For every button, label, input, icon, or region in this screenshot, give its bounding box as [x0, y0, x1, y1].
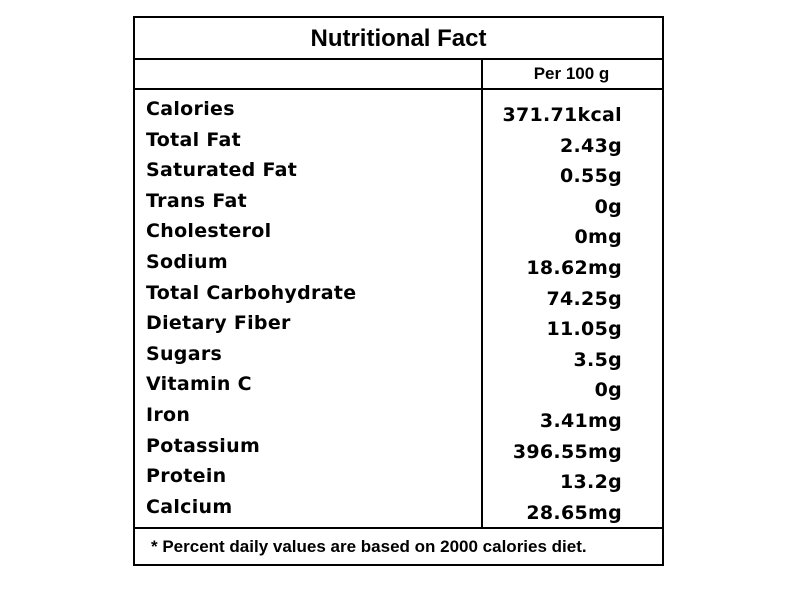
nutrient-name: Sodium [146, 250, 228, 273]
label-title: Nutritional Fact [135, 18, 662, 60]
nutrient-name: Saturated Fat [146, 159, 298, 182]
nutrient-row: Calories 371.71kcal [135, 96, 662, 127]
nutrient-name: Calories [146, 98, 235, 120]
nutrient-name: Trans Fat [146, 189, 247, 212]
nutrient-row: Sodium 18.62mg [135, 249, 662, 280]
nutrient-row: Trans Fat 0g [135, 188, 662, 219]
nutrient-amount: 0g [594, 379, 622, 402]
nutrient-amount: 74.25g [546, 287, 622, 310]
column-divider [481, 60, 483, 529]
nutrient-amount: 13.2g [560, 471, 622, 494]
nutrient-rows: Calories 371.71kcal Total Fat 2.43g Satu… [135, 96, 662, 524]
nutrient-amount: 0.55g [560, 165, 622, 188]
nutrient-row: Total Fat 2.43g [135, 127, 662, 158]
nutrient-amount: 18.62mg [526, 256, 622, 279]
nutrient-name: Dietary Fiber [146, 312, 291, 335]
nutrient-row: Protein 13.2g [135, 463, 662, 494]
nutrient-name: Cholesterol [146, 220, 272, 243]
nutrient-row: Saturated Fat 0.55g [135, 157, 662, 188]
nutrient-name: Calcium [146, 495, 233, 518]
nutrient-amount: 2.43g [560, 134, 622, 157]
nutrient-amount: 3.5g [573, 348, 622, 371]
nutrient-amount: 371.71kcal [502, 104, 622, 126]
nutrient-amount: 28.65mg [526, 501, 622, 524]
nutrient-amount: 11.05g [546, 318, 622, 341]
nutrient-amount: 0g [594, 195, 622, 218]
nutrient-name: Total Fat [146, 128, 241, 151]
nutrient-amount: 396.55mg [512, 440, 622, 463]
nutrient-row: Potassium 396.55mg [135, 433, 662, 464]
nutrient-row: Dietary Fiber 11.05g [135, 310, 662, 341]
nutrient-name: Sugars [146, 342, 223, 365]
nutrient-row: Iron 3.41mg [135, 402, 662, 433]
nutrient-row: Calcium 28.65mg [135, 494, 662, 525]
nutrition-facts-label: Nutritional Fact Per 100 g Calories 371.… [133, 16, 664, 566]
nutrient-name: Total Carbohydrate [146, 281, 357, 304]
nutrient-amount: 3.41mg [539, 409, 622, 432]
nutrient-name: Protein [146, 465, 227, 488]
nutrient-name: Iron [146, 403, 191, 426]
nutrient-amount: 0mg [574, 226, 622, 249]
nutrient-row: Cholesterol 0mg [135, 218, 662, 249]
nutrient-row: Sugars 3.5g [135, 341, 662, 372]
column-header-row: Per 100 g [135, 60, 662, 90]
nutrient-row: Total Carbohydrate 74.25g [135, 280, 662, 311]
nutrient-row: Vitamin C 0g [135, 371, 662, 402]
nutrient-name: Potassium [146, 434, 261, 457]
nutrient-name: Vitamin C [146, 373, 252, 396]
per-serving-header: Per 100 g [533, 64, 610, 83]
footnote: * Percent daily values are based on 2000… [135, 527, 662, 564]
